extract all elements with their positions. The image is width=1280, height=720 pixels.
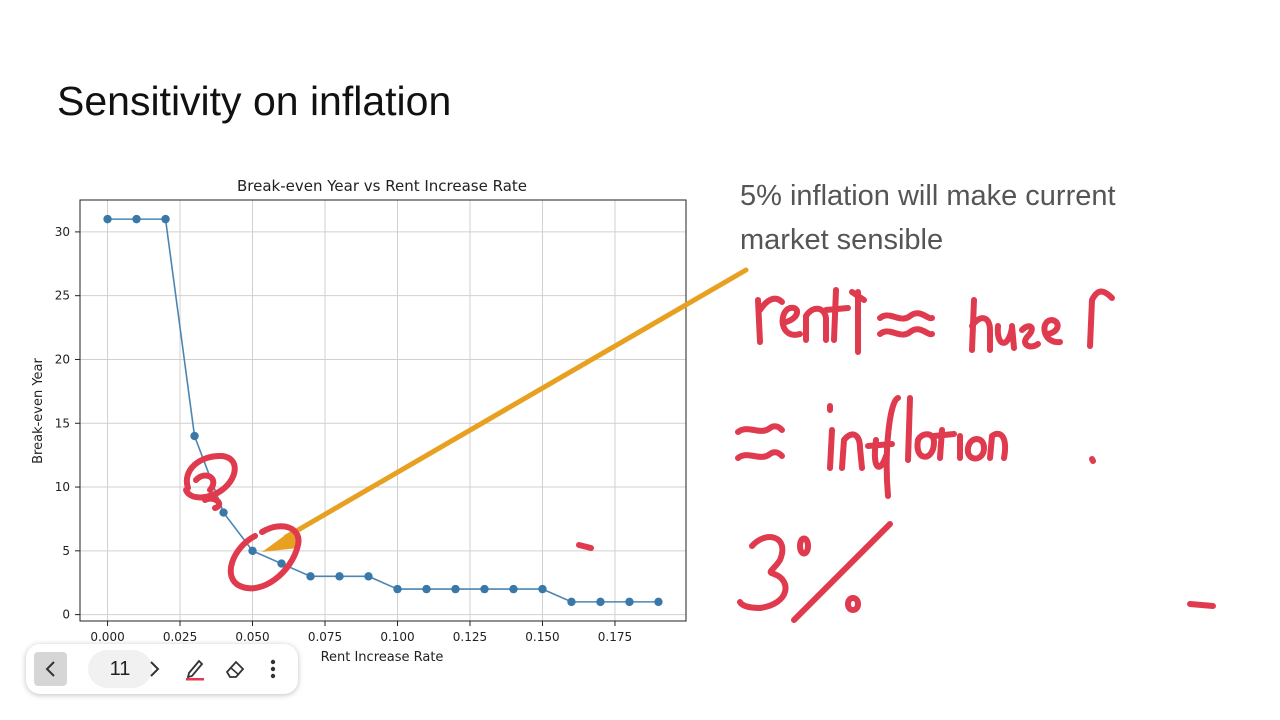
data-point <box>625 597 634 607</box>
y-tick-label: 5 <box>62 544 70 558</box>
data-point <box>219 508 228 517</box>
data-point <box>364 572 373 581</box>
data-point <box>248 546 257 556</box>
x-tick-label: 0.000 <box>90 630 124 644</box>
x-tick-label: 0.175 <box>598 630 632 644</box>
data-point <box>335 572 344 581</box>
x-tick-label: 0.025 <box>163 630 197 644</box>
data-point <box>654 597 663 607</box>
y-tick-label: 10 <box>55 480 70 494</box>
data-point <box>509 584 518 594</box>
x-tick-label: 0.100 <box>380 630 414 644</box>
y-tick-label: 15 <box>55 416 70 430</box>
x-tick-label: 0.150 <box>525 630 559 644</box>
previous-slide-button[interactable] <box>34 652 67 686</box>
data-point <box>161 214 170 224</box>
data-point <box>306 572 315 581</box>
y-tick-label: 20 <box>55 352 70 366</box>
eraser-tool-button[interactable] <box>220 652 250 686</box>
y-axis-label: Break-even Year <box>31 357 46 463</box>
data-point <box>422 584 431 594</box>
data-point <box>480 584 489 594</box>
data-point <box>190 431 199 441</box>
x-tick-label: 0.125 <box>453 630 487 644</box>
presentation-toolbar: 11 <box>26 644 298 694</box>
chart-ticks: 0.000 0.025 0.050 0.075 0.100 0.125 0.150 0.175… <box>55 225 632 644</box>
more-options-button[interactable] <box>260 652 286 686</box>
x-axis-label: Rent Increase Rate <box>321 650 444 665</box>
y-tick-label: 30 <box>55 225 70 239</box>
more-vertical-icon <box>270 659 276 679</box>
x-tick-label: 0.075 <box>308 630 342 644</box>
data-point <box>277 559 286 568</box>
slide-title: Sensitivity on inflation <box>57 78 452 124</box>
data-point <box>567 597 576 607</box>
series-line <box>107 218 659 603</box>
data-point <box>451 584 460 594</box>
chart-title: Break-even Year vs Rent Increase Rate <box>237 177 527 195</box>
data-point <box>132 214 141 224</box>
data-point <box>596 597 605 607</box>
callout-text: 5% inflation will make current market se… <box>740 180 1116 256</box>
data-point <box>393 584 402 594</box>
data-point <box>538 584 547 594</box>
page-number[interactable]: 11 <box>88 650 152 688</box>
chevron-right-icon <box>150 661 160 677</box>
x-tick-label: 0.050 <box>235 630 269 644</box>
pen-icon <box>186 659 204 681</box>
data-point <box>103 214 112 224</box>
pen-tool-button[interactable] <box>180 652 210 686</box>
y-tick-label: 0 <box>62 608 70 622</box>
next-slide-button[interactable] <box>139 652 169 686</box>
series-markers <box>103 214 663 607</box>
chevron-left-icon <box>45 661 55 677</box>
y-tick-label: 25 <box>55 289 70 303</box>
eraser-icon <box>225 660 245 678</box>
